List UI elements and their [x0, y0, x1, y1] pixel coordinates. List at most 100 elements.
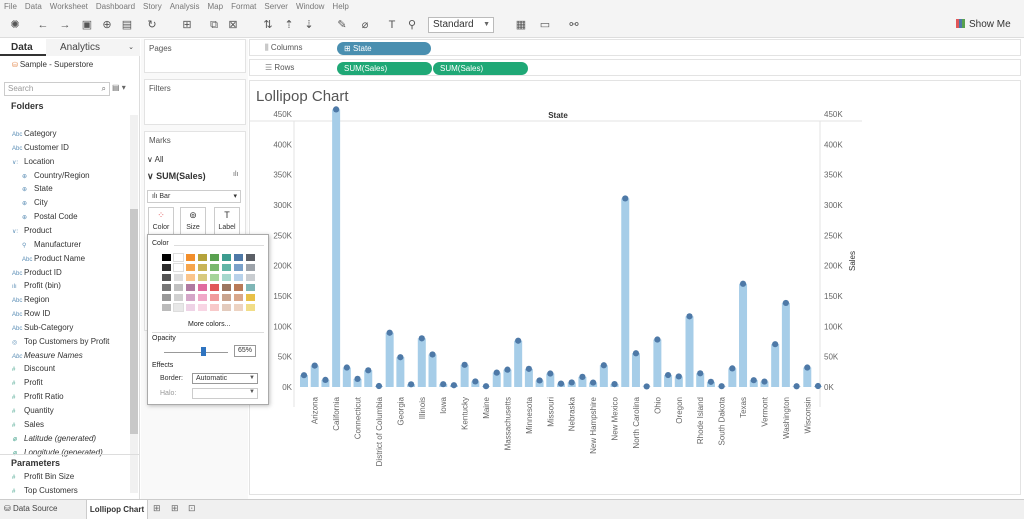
color-swatch[interactable] [186, 294, 195, 301]
lollipop-dot[interactable] [697, 370, 704, 377]
color-swatch[interactable] [222, 254, 231, 261]
more-colors-link[interactable]: More colors... [188, 321, 231, 328]
marks-measure-tab[interactable]: ∨ SUM(Sales) ılı [147, 171, 238, 182]
color-button[interactable]: ⁘ Color [148, 207, 174, 235]
color-swatch[interactable] [186, 254, 195, 261]
new-dashboard-icon[interactable]: ⊞ [171, 503, 179, 513]
bar[interactable] [781, 302, 790, 387]
lollipop-dot[interactable] [397, 354, 404, 361]
color-swatch[interactable] [198, 264, 207, 271]
color-swatch[interactable] [210, 274, 219, 281]
lollipop-dot[interactable] [761, 378, 768, 385]
pages-card[interactable]: Pages [144, 39, 246, 73]
color-swatch[interactable] [246, 284, 255, 291]
lollipop-dot[interactable] [557, 380, 565, 387]
lollipop-dot[interactable] [782, 299, 789, 307]
color-swatch[interactable] [173, 253, 184, 262]
color-swatch[interactable] [234, 264, 243, 271]
group-icon[interactable]: ⌀ [361, 19, 369, 31]
show-cards-icon[interactable]: ▦ [515, 19, 527, 31]
lollipop-dot[interactable] [654, 336, 661, 343]
pin-icon[interactable]: ⚲ [407, 19, 417, 31]
bar[interactable] [503, 369, 512, 387]
show-me-button[interactable]: Show Me [956, 17, 1011, 33]
rows-shelf[interactable]: ☰ Rows SUM(Sales) SUM(Sales) [249, 59, 1021, 76]
duplicate-sheet-icon[interactable]: ⧉ [210, 19, 218, 31]
color-swatch[interactable] [234, 284, 243, 291]
new-datasource-icon[interactable]: ⊕ [102, 19, 112, 31]
field-region[interactable]: Abc Region [12, 295, 49, 304]
lollipop-dot[interactable] [365, 367, 372, 374]
bar[interactable] [396, 357, 405, 387]
lollipop-dot[interactable] [354, 375, 361, 382]
bar[interactable] [342, 367, 351, 387]
color-swatch[interactable] [162, 264, 171, 271]
fit-dropdown[interactable]: Standard ▼ [428, 17, 494, 33]
lollipop-dot[interactable] [707, 378, 715, 385]
color-swatch[interactable] [246, 294, 255, 301]
color-swatch[interactable] [174, 294, 183, 301]
lollipop-dot[interactable] [375, 382, 383, 390]
field-customer-id[interactable]: Abc Customer ID [12, 143, 69, 152]
bar[interactable] [524, 368, 533, 387]
lollipop-dot[interactable] [525, 365, 532, 372]
chart-title[interactable]: Lollipop Chart [256, 88, 349, 105]
bar[interactable] [621, 198, 630, 387]
rows-pill-sales-2[interactable]: SUM(Sales) [433, 62, 528, 75]
field-state[interactable]: ⊕ State [22, 184, 53, 193]
field-sub-category[interactable]: Abc Sub-Category [12, 323, 73, 332]
lollipop-dot[interactable] [472, 378, 479, 385]
tab-data[interactable]: Data [0, 39, 46, 56]
color-swatch[interactable] [198, 284, 207, 291]
bar[interactable] [310, 365, 319, 387]
bar[interactable] [353, 378, 362, 387]
lollipop-dot[interactable] [333, 106, 340, 113]
color-swatch[interactable] [186, 304, 195, 311]
color-swatch[interactable] [198, 304, 207, 311]
lollipop-dot[interactable] [322, 376, 329, 384]
share-icon[interactable]: ⚯ [569, 19, 579, 31]
bar[interactable] [300, 375, 308, 387]
redo-icon[interactable]: → [59, 19, 71, 31]
columns-pill-state[interactable]: ⊞ State [337, 42, 431, 55]
color-swatch[interactable] [246, 254, 255, 261]
lollipop-dot[interactable] [611, 380, 618, 388]
field-location[interactable]: ∨⫶ Location [12, 157, 54, 167]
size-button[interactable]: ⊚ Size [180, 207, 206, 235]
menu-item-map[interactable]: Map [207, 1, 224, 11]
bar[interactable] [428, 354, 437, 387]
color-swatch[interactable] [162, 274, 171, 281]
color-swatch[interactable] [234, 294, 243, 301]
menu-item-help[interactable]: Help [332, 1, 349, 11]
bar[interactable] [739, 283, 748, 387]
lollipop-dot[interactable] [515, 337, 522, 344]
bar[interactable] [332, 109, 341, 387]
lollipop-dot[interactable] [461, 361, 468, 368]
lollipop-dot[interactable] [729, 365, 736, 372]
field-postal-code[interactable]: ⊕ Postal Code [22, 212, 78, 221]
bar[interactable] [674, 376, 683, 387]
field-measure-names[interactable]: Abc Measure Names [12, 351, 83, 360]
bar[interactable] [803, 367, 812, 387]
bar[interactable] [385, 332, 394, 387]
field-city[interactable]: ⊕ City [22, 198, 48, 207]
lollipop-dot[interactable] [311, 362, 318, 369]
field-sales[interactable]: # Sales [12, 420, 44, 429]
sort-descending-icon[interactable]: ⇣ [304, 19, 314, 31]
pane-menu-icon[interactable]: ⌄ [128, 44, 134, 51]
bar[interactable] [685, 316, 694, 387]
color-swatch[interactable] [210, 254, 219, 261]
mark-type-dropdown[interactable]: ılı Bar ▾ [147, 190, 241, 203]
color-swatch[interactable] [222, 294, 231, 301]
color-swatch[interactable] [246, 304, 255, 311]
field-product-id[interactable]: Abc Product ID [12, 268, 62, 277]
color-swatch[interactable] [222, 274, 231, 281]
view-options-icon[interactable]: ▤ ▾ [112, 83, 126, 92]
bar[interactable] [460, 364, 469, 387]
color-swatch[interactable] [173, 303, 184, 312]
bar[interactable] [535, 380, 544, 387]
lollipop-dot[interactable] [718, 383, 725, 390]
bar[interactable] [321, 379, 330, 387]
field-product[interactable]: ∨⫶ Product [12, 226, 52, 236]
field-row-id[interactable]: Abc Row ID [12, 309, 50, 318]
